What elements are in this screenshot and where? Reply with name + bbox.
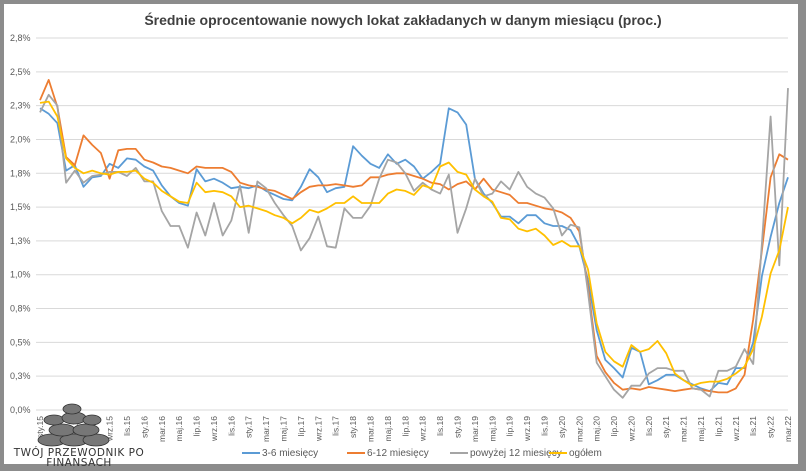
line-chart: Średnie oprocentowanie nowych lokat zakł… [10, 11, 793, 459]
x-tick-label: sty.18 [348, 416, 358, 438]
x-tick-label: sty.15 [35, 416, 45, 438]
x-tick-label: lis.17 [331, 416, 341, 436]
x-tick-label: sty.17 [244, 416, 254, 438]
y-tick-label: 0,8% [10, 304, 31, 314]
x-tick-label: mar.22 [783, 416, 793, 442]
x-tick-label: mar.16 [157, 416, 167, 442]
x-tick-label: lip.18 [400, 416, 410, 437]
y-tick-label: 0,5% [10, 337, 31, 347]
x-tick-label: lis.18 [435, 416, 445, 436]
y-tick-label: 1,5% [10, 202, 31, 212]
x-tick-label: lis.21 [748, 416, 758, 436]
x-tick-label: sty.19 [452, 416, 462, 438]
x-tick-label: lip.20 [609, 416, 619, 437]
logo-text: TWÓJ PRZEWODNIK PO [13, 447, 145, 459]
x-tick-label: sty.22 [766, 416, 776, 438]
y-tick-label: 2,3% [10, 101, 31, 111]
x-tick-label: maj.21 [696, 416, 706, 442]
x-tick-label: mar.20 [574, 416, 584, 442]
series-line-4 [39, 100, 789, 387]
x-tick-label: mar.17 [261, 416, 271, 442]
x-tick-label: lis.20 [644, 416, 654, 436]
logo: TWÓJ PRZEWODNIK PO FINANSACH [4, 400, 154, 469]
x-tick-label: wrz.17 [313, 416, 323, 442]
x-tick-label: wrz.19 [522, 416, 532, 442]
x-tick-label: lis.19 [539, 416, 549, 436]
x-tick-label: mar.18 [366, 416, 376, 442]
y-tick-label: 1,0% [10, 270, 31, 280]
x-tick-label: sty.21 [661, 416, 671, 438]
y-tick-label: 2,5% [10, 67, 31, 77]
series-lines [39, 79, 789, 399]
x-tick-label: sty.20 [557, 416, 567, 438]
logo-coins-icon [37, 403, 110, 447]
legend-item: powyżej 12 miesięcy [450, 448, 562, 459]
x-tick-label: maj.20 [592, 416, 602, 442]
x-tick-label: wrz.20 [626, 416, 636, 442]
legend-item: 6-12 miesięcy [347, 448, 429, 459]
logo-text: FINANSACH [46, 457, 112, 469]
x-tick-label: wrz.15 [105, 416, 115, 442]
x-tick-label: lip.17 [296, 416, 306, 437]
x-tick-label: wrz.21 [731, 416, 741, 442]
y-tick-label: 1,8% [10, 168, 31, 178]
x-tick-label: lis.15 [122, 416, 132, 436]
y-tick-label: 2,8% [10, 33, 31, 43]
x-tick-label: lip.16 [192, 416, 202, 437]
x-tick-label: maj.17 [279, 416, 289, 442]
series-line-2 [39, 79, 789, 394]
legend: 3-6 miesięcy 6-12 miesięcy powyżej 12 mies… [242, 448, 602, 459]
gridlines [36, 37, 788, 411]
x-tick-label: wrz.16 [209, 416, 219, 442]
legend-label: powyżej 12 miesięcy [470, 448, 562, 459]
x-tick-label: maj.18 [383, 416, 393, 442]
legend-label: 3-6 miesięcy [262, 448, 318, 459]
x-tick-label: mar.21 [679, 416, 689, 442]
legend-label: ogółem [569, 448, 602, 459]
x-tick-label: mar.19 [470, 416, 480, 442]
y-tick-label: 0,0% [10, 405, 31, 415]
x-tick-label: maj.16 [174, 416, 184, 442]
y-tick-label: 2,0% [10, 134, 31, 144]
x-tick-label: lip.19 [505, 416, 515, 437]
chart-frame: Średnie oprocentowanie nowych lokat zakł… [4, 4, 798, 464]
series-line-3 [39, 88, 789, 399]
legend-label: 6-12 miesięcy [367, 448, 429, 459]
y-axis-ticks: 0,0% 0,3% 0,5% 0,8% 1,0% 1,3% 1,5% 1,8% 2,0% 2,3%… [10, 33, 31, 415]
x-tick-label: lip.21 [713, 416, 723, 437]
y-tick-label: 0,3% [10, 371, 31, 381]
legend-item: ogółem [549, 448, 602, 459]
chart-title: Średnie oprocentowanie nowych lokat zakł… [144, 11, 661, 28]
x-tick-label: sty.16 [139, 416, 149, 438]
x-tick-label: lis.16 [226, 416, 236, 436]
series-line-1 [39, 107, 789, 393]
y-tick-label: 1,3% [10, 236, 31, 246]
legend-item: 3-6 miesięcy [242, 448, 318, 459]
x-tick-label: wrz.18 [418, 416, 428, 442]
x-tick-label: maj.19 [487, 416, 497, 442]
